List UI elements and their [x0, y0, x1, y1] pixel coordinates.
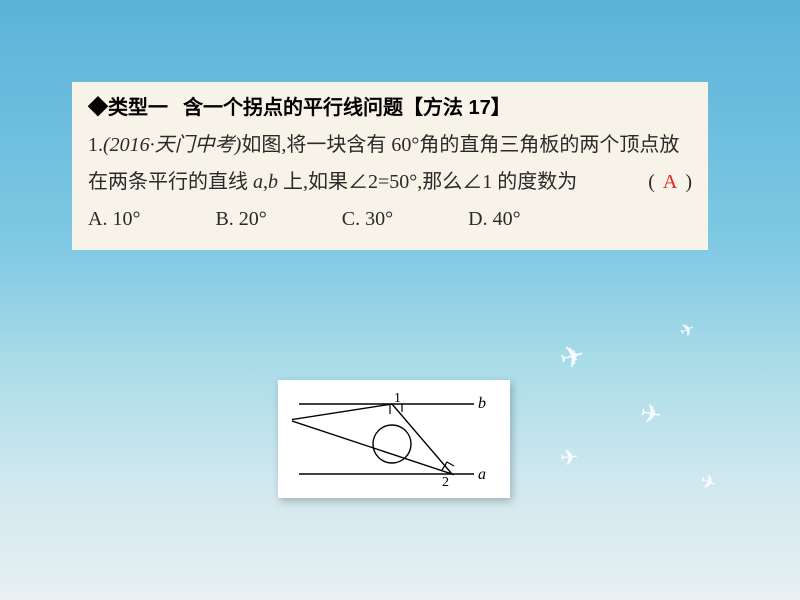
angle2-label: 2 [442, 475, 449, 486]
var-a: a [253, 171, 263, 193]
category-label: 类型一 [108, 97, 168, 119]
paper-plane-icon: ✈ [696, 468, 720, 497]
answer-letter: A [655, 171, 685, 193]
method-tag: 【方法 17】 [403, 97, 511, 119]
angle1-label: 1 [394, 392, 401, 406]
option-b: B. 20° [215, 201, 266, 238]
figure-panel: 1 2 b a [278, 380, 510, 498]
question-number: 1. [88, 134, 103, 156]
paren-close: ) [685, 171, 692, 193]
paren-open: ( [648, 171, 655, 193]
option-d: D. 40° [468, 201, 520, 238]
stem-text-2: 上,如果∠2=50°,那么∠1 的度数为 [278, 171, 577, 193]
option-c: C. 30° [342, 201, 393, 238]
option-a: A. 10° [88, 201, 140, 238]
question-panel: ◆类型一 含一个拐点的平行线问题【方法 17】 1.(2016·天门中考)如图,… [72, 82, 708, 250]
paper-plane-icon: ✈ [676, 318, 699, 343]
geometry-figure: 1 2 b a [292, 392, 496, 486]
paper-plane-icon: ✈ [559, 444, 580, 472]
diamond-bullet: ◆ [88, 97, 108, 119]
label-a: a [478, 466, 486, 483]
heading-title: 含一个拐点的平行线问题 [183, 97, 403, 119]
question-source: (2016·天门中考) [103, 134, 241, 156]
paper-plane-icon: ✈ [556, 337, 589, 377]
paper-plane-icon: ✈ [638, 398, 665, 431]
heading-line: ◆类型一 含一个拐点的平行线问题【方法 17】 [88, 90, 692, 127]
question-stem: 1.(2016·天门中考)如图,将一块含有 60°角的直角三角板的两个顶点放在两… [88, 127, 692, 201]
triangle-ruler [292, 404, 452, 474]
answer-paren: (A) [648, 164, 692, 201]
label-b: b [478, 395, 486, 412]
options-row: A. 10° B. 20° C. 30° D. 40° [88, 201, 692, 238]
var-b: b [268, 171, 278, 193]
circle-icon [373, 425, 411, 463]
